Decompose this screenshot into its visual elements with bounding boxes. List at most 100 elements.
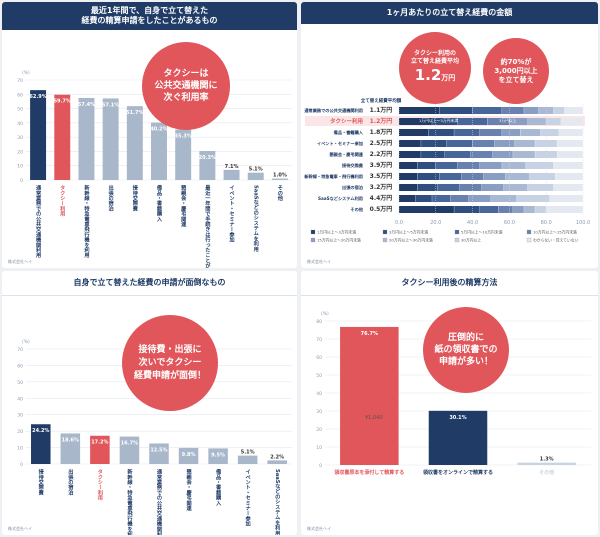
legend-label: わからない・覚えていない bbox=[533, 238, 579, 243]
bar bbox=[267, 460, 287, 464]
bubble-line-2: 3,000円以上 bbox=[494, 66, 538, 75]
bar bbox=[178, 447, 199, 464]
category-label: 新幹線・特急電車飛行機を利用 bbox=[83, 184, 90, 260]
category-label: SaaSなどのシステムを利用 bbox=[274, 469, 281, 535]
y-tick-label: 60 bbox=[17, 92, 23, 98]
y-tick-label: 40 bbox=[17, 121, 23, 127]
bar bbox=[340, 326, 399, 465]
y-tick-label: 20 bbox=[17, 149, 23, 155]
x-tick-label: 60.0 bbox=[504, 220, 515, 226]
stack-segment bbox=[479, 162, 502, 169]
legend-swatch bbox=[454, 229, 460, 235]
stack-segment bbox=[399, 173, 418, 180]
row-label: 備品・書籍購入 bbox=[334, 129, 364, 136]
stack-segment bbox=[417, 173, 440, 180]
stack-segment bbox=[535, 206, 546, 213]
stack-segment bbox=[446, 140, 473, 147]
stack-segment bbox=[546, 206, 583, 213]
category-label: イベント・セミナー参加 bbox=[228, 185, 235, 244]
stack-segment bbox=[459, 184, 482, 191]
stack-segment bbox=[437, 184, 460, 191]
legend-label: 5万円以上〜10万円未満 bbox=[461, 230, 503, 235]
stack-segment bbox=[421, 151, 445, 158]
stack-segment bbox=[445, 151, 471, 158]
bar bbox=[102, 98, 119, 180]
stack-segment bbox=[509, 118, 528, 125]
legend-swatch bbox=[382, 237, 388, 243]
stack-segment bbox=[498, 206, 513, 213]
category-label: タクシー利用 bbox=[97, 468, 104, 502]
stack-segment bbox=[524, 107, 539, 114]
stack-segment bbox=[439, 173, 462, 180]
category-label: 出張の宿泊 bbox=[67, 468, 73, 497]
stack-segment bbox=[428, 129, 454, 136]
panel-3-callout: 接待費・出張に 次いでタクシー 経費申請が面倒！ bbox=[122, 315, 218, 411]
data-label: 1.0% bbox=[273, 173, 287, 179]
legend-swatch bbox=[526, 237, 532, 243]
stack-segment bbox=[546, 118, 561, 125]
x-tick-label: 20.0 bbox=[430, 220, 441, 226]
data-label: 20.3% bbox=[199, 155, 216, 161]
x-tick-label: 80.0 bbox=[541, 220, 552, 226]
panel-2-source: 株式会社ヘイ bbox=[307, 259, 331, 264]
category-label: その他 bbox=[539, 469, 554, 476]
y-tick-label: 20 bbox=[316, 427, 322, 433]
row-average: 2.2万円 bbox=[370, 151, 393, 158]
bar bbox=[60, 433, 81, 464]
category-label: 備品・書籍購入 bbox=[156, 184, 163, 222]
row-average: 3.5万円 bbox=[370, 173, 393, 180]
stack-segment bbox=[555, 173, 583, 180]
legend-swatch bbox=[526, 229, 532, 235]
avg-column-label: 立て替え経費平均額 bbox=[361, 97, 402, 104]
stack-segment bbox=[479, 206, 499, 213]
bar bbox=[237, 455, 258, 464]
category-label: 備品・書籍購入 bbox=[215, 468, 222, 506]
y-tick-label: 10 bbox=[17, 446, 23, 452]
data-label: 59.7% bbox=[54, 99, 71, 105]
stack-segment bbox=[483, 173, 506, 180]
stack-segment bbox=[505, 173, 530, 180]
stack-segment bbox=[457, 162, 480, 169]
category-label: 領収書をオンラインで精算する bbox=[422, 469, 493, 476]
panel-4-callout: 圧倒的に 紙の領収書での 申請が多い！ bbox=[423, 307, 509, 393]
stack-segment bbox=[487, 118, 510, 125]
category-label: 出張の宿泊 bbox=[107, 184, 113, 213]
row-label: SaaSなどシステム利用 bbox=[318, 195, 363, 202]
stack-segment bbox=[454, 206, 480, 213]
category-label: タクシー利用 bbox=[59, 184, 66, 218]
stack-segment bbox=[470, 151, 493, 158]
stack-segment bbox=[399, 206, 454, 213]
stack-segment bbox=[553, 184, 583, 191]
stack-segment bbox=[525, 162, 554, 169]
row-label: 接待交際費 bbox=[342, 162, 364, 169]
data-label: 17.2% bbox=[91, 440, 108, 446]
y-tick-label: 0 bbox=[20, 462, 23, 468]
data-label: 5.1% bbox=[241, 450, 255, 456]
data-label: 35.3% bbox=[175, 134, 192, 140]
y-tick-label: 50 bbox=[316, 373, 322, 379]
category-label: 通常業務での公共交通機関利用 bbox=[35, 184, 42, 260]
panel-monthly-amount: 1ヶ月あたりの立て替え経費の金額 立て替え経費平均額 通常業務での公共交通機関利用… bbox=[301, 2, 598, 268]
data-label: 12.5% bbox=[150, 447, 167, 453]
legend-label: 30万円以上 bbox=[461, 238, 481, 243]
stack-segment bbox=[432, 195, 451, 202]
y-tick-label: 40 bbox=[316, 391, 322, 397]
range-label: 1万円以上〜3万円未満 bbox=[419, 118, 458, 123]
stack-segment bbox=[564, 107, 583, 114]
panel-4-source: 株式会社ヘイ bbox=[307, 526, 331, 531]
panel-1-source: 株式会社ヘイ bbox=[8, 259, 32, 264]
y-tick-label: 20 bbox=[17, 429, 23, 435]
bar bbox=[223, 169, 240, 180]
panel-1-title: 最近1年間で、自身で立て替えた 経費の精算申請をしたことがあるもの bbox=[2, 2, 297, 30]
data-label: 62.9% bbox=[29, 94, 46, 100]
row-label: 懇親会・慶弔関連 bbox=[329, 151, 363, 158]
panel-1-callout: タクシーは 公共交通機関に 次ぐ利用率 bbox=[142, 42, 230, 130]
category-label: 接待交際費 bbox=[37, 468, 43, 497]
panel-tedious-claims: 自身で立て替えた経費の申請が面倒なもの 0 10 20 30 40 50 60 70 (%) 24… bbox=[2, 271, 297, 535]
receipt-amount: ¥1,040 bbox=[365, 415, 383, 421]
stack-segment bbox=[513, 206, 524, 213]
chart-expense-claims: 0 10 20 30 40 50 60 70 (%) 62.9% 通常業務での公共交通機関利用 59.… bbox=[17, 70, 292, 268]
row-label: その他 bbox=[350, 206, 363, 213]
legend-label: 20万円以上〜30万円未満 bbox=[389, 238, 433, 243]
bar bbox=[31, 424, 51, 464]
